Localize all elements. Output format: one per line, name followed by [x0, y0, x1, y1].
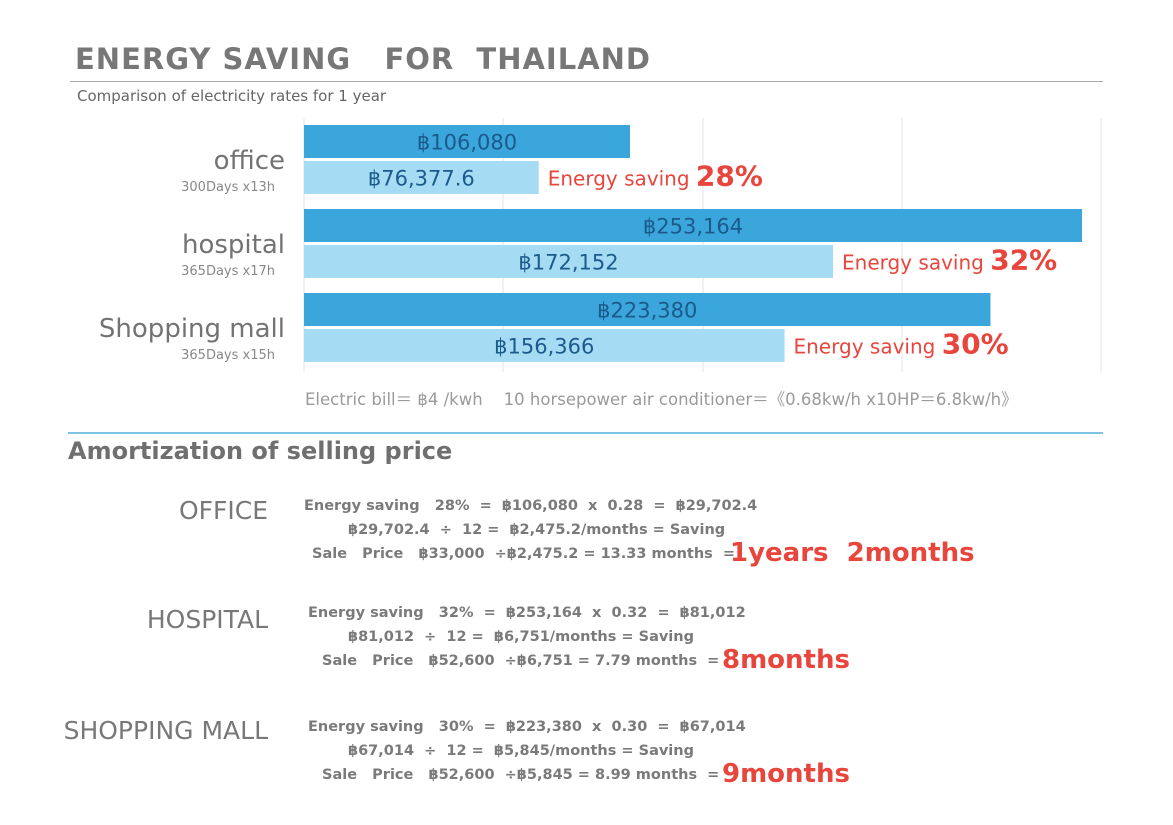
category-label: hospital: [182, 230, 285, 260]
amortization-line: Sale Price ฿52,600 ÷฿5,845 = 8.99 months…: [322, 767, 720, 783]
energy-saving-percent: 28%: [696, 160, 763, 193]
bar-chart: office 300Days x13h ฿106,080 ฿76,377.6 Energ…: [99, 118, 1102, 372]
category-note: 300Days x13h: [181, 180, 275, 195]
amortization-line: Energy saving 30% = ฿223,380 x 0.30 = ฿6…: [308, 719, 746, 735]
bar-value-label: ฿76,377.6: [368, 167, 475, 191]
amortization-line: ฿67,014 ÷ 12 = ฿5,845/months = Saving: [348, 743, 694, 759]
page-title: ENERGY SAVING FOR THAILAND: [75, 42, 651, 76]
amortization-line: Energy saving 28% = ฿106,080 x 0.28 = ฿2…: [304, 498, 758, 514]
amortization-result-office: 1years 2months: [730, 538, 975, 568]
amortization-line: Energy saving 32% = ฿253,164 x 0.32 = ฿8…: [308, 605, 746, 621]
bar-value-label: ฿156,366: [494, 335, 594, 359]
bar-value-label: ฿223,380: [597, 299, 697, 323]
energy-saving-percent: 32%: [990, 244, 1057, 277]
bar-after: [304, 245, 834, 278]
amortization-name-office: OFFICE: [178, 496, 268, 525]
amortization-line: ฿81,012 ÷ 12 = ฿6,751/months = Saving: [348, 629, 694, 645]
category-label: office: [214, 146, 285, 176]
bar-before: [304, 209, 1082, 242]
amortization-name-shopping-mall: SHOPPING MALL: [63, 716, 268, 745]
bar-value-label: ฿253,164: [643, 215, 743, 239]
amortization-title: Amortization of selling price: [68, 437, 453, 465]
energy-saving-label: Energy saving 32%: [842, 244, 1057, 277]
bar-before: [304, 293, 991, 326]
energy-saving-label: Energy saving 28%: [548, 160, 763, 193]
amortization-result-hospital: 8months: [722, 645, 850, 675]
category-label: Shopping mall: [99, 314, 285, 344]
category-note: 365Days x15h: [181, 348, 275, 363]
title-divider: [70, 81, 1103, 82]
bar-after: [304, 161, 539, 194]
chart-footnote: Electric bill＝ ฿4 /kwh 10 horsepower air…: [305, 390, 1018, 409]
amortization-name-hospital: HOSPITAL: [146, 605, 268, 634]
category-note: 365Days x17h: [181, 264, 275, 279]
amortization-line: Sale Price ฿33,000 ÷฿2,475.2 = 13.33 mon…: [312, 546, 736, 562]
chart-subtitle: Comparison of electricity rates for 1 ye…: [77, 87, 387, 105]
amortization-line: ฿29,702.4 ÷ 12 = ฿2,475.2/months = Savin…: [348, 522, 726, 538]
amortization-line: Sale Price ฿52,600 ÷฿6,751 = 7.79 months…: [322, 653, 720, 669]
bar-value-label: ฿106,080: [417, 131, 517, 155]
bar-before: [304, 125, 630, 158]
energy-saving-label: Energy saving 30%: [794, 328, 1009, 361]
energy-saving-percent: 30%: [942, 328, 1009, 361]
bar-value-label: ฿172,152: [518, 251, 618, 275]
section-divider: [68, 432, 1103, 434]
amortization-result-shopping-mall: 9months: [722, 759, 850, 789]
bar-after: [304, 329, 785, 362]
